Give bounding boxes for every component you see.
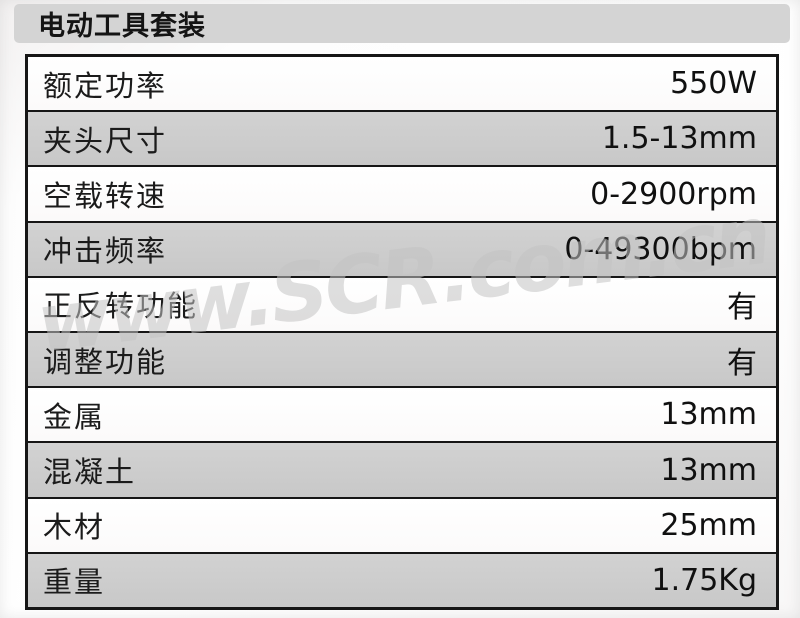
spec-table-row: 空载转速 0-2900rpm: [28, 167, 776, 223]
spec-table-row: 夹头尺寸 1.5-13mm: [28, 112, 776, 168]
spec-row-value: 550W: [670, 66, 757, 102]
spec-table-row: 木材 25mm: [28, 498, 776, 554]
spec-table-row: 冲击频率 0-49300bpm: [28, 222, 776, 278]
spec-section-header: 电动工具套装: [14, 4, 790, 43]
spec-table-row: 额定功率 550W: [28, 57, 776, 113]
spec-row-label: 正反转功能: [43, 289, 199, 324]
spec-row-value: 有: [727, 290, 757, 326]
spec-table-row: 金属 13mm: [28, 388, 776, 444]
spec-table-row: 混凝土 13mm: [28, 443, 776, 499]
spec-row-label: 夹头尺寸: [43, 123, 168, 158]
spec-row-label: 调整功能: [43, 344, 168, 379]
spec-table-row: 调整功能 有: [28, 333, 776, 389]
spec-table-row: 正反转功能 有: [28, 277, 776, 334]
spec-row-value: 0-2900rpm: [590, 176, 757, 212]
spec-table: 额定功率 550W 夹头尺寸 1.5-13mm 空载转速 0-2900rpm 冲…: [25, 54, 779, 610]
spec-row-label: 木材: [43, 510, 106, 545]
spec-row-value: 1.75Kg: [651, 562, 757, 598]
spec-row-label: 空载转速: [43, 179, 168, 213]
spec-row-value: 25mm: [660, 507, 757, 543]
spec-row-value: 有: [727, 345, 757, 381]
spec-row-value: 1.5-13mm: [601, 121, 757, 157]
spec-row-value: 13mm: [660, 452, 757, 488]
spec-row-value: 13mm: [660, 397, 757, 433]
spec-row-label: 重量: [43, 565, 106, 600]
spec-row-label: 混凝土: [43, 455, 137, 490]
spec-row-label: 金属: [43, 399, 106, 434]
spec-table-row: 重量 1.75Kg: [28, 553, 776, 608]
spec-row-label: 冲击频率: [43, 234, 168, 269]
spec-row-label: 额定功率: [43, 68, 168, 103]
page-title: 电动工具套装: [38, 11, 206, 42]
spec-row-value: 0-49300bpm: [564, 231, 757, 267]
